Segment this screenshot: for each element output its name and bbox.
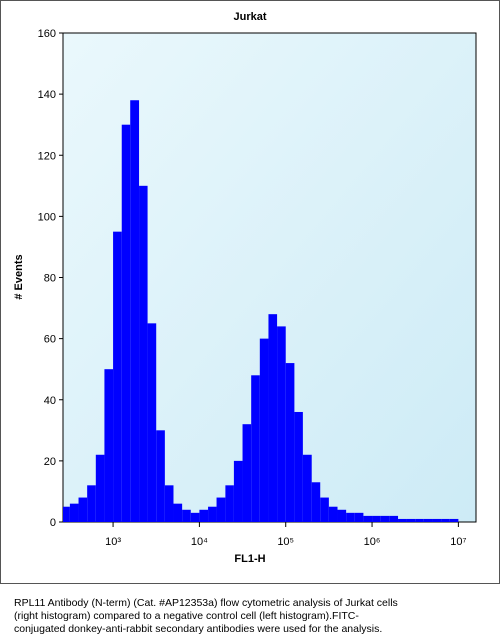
bar bbox=[242, 424, 252, 522]
bar bbox=[346, 512, 355, 522]
bar bbox=[156, 430, 165, 522]
y-tick-label: 120 bbox=[38, 150, 56, 162]
bar bbox=[285, 363, 295, 522]
bar bbox=[449, 518, 459, 522]
caption-line: RPL11 Antibody (N-term) (Cat. #AP12353a)… bbox=[14, 597, 398, 609]
bar bbox=[337, 509, 347, 522]
caption-line: conjugated donkey-anti-rabbit secondary … bbox=[14, 623, 382, 635]
bar bbox=[311, 482, 321, 522]
bar bbox=[380, 515, 390, 522]
bar bbox=[147, 323, 157, 522]
y-tick-label: 60 bbox=[44, 334, 56, 346]
bar bbox=[277, 326, 286, 522]
bar bbox=[294, 411, 303, 522]
y-axis-label: # Events bbox=[13, 254, 25, 299]
y-tick-label: 140 bbox=[38, 89, 56, 101]
bar bbox=[104, 369, 114, 522]
bar bbox=[208, 506, 217, 522]
y-tick-label: 160 bbox=[38, 28, 56, 40]
bar bbox=[363, 515, 373, 522]
bar bbox=[78, 497, 88, 522]
bar bbox=[69, 503, 79, 522]
bar bbox=[432, 518, 442, 522]
bar bbox=[113, 231, 122, 522]
bar bbox=[139, 185, 148, 522]
bar bbox=[372, 515, 381, 522]
bar bbox=[423, 518, 433, 522]
chart-title: Jurkat bbox=[233, 11, 266, 23]
bar bbox=[251, 375, 260, 522]
bar bbox=[320, 497, 329, 522]
bar bbox=[63, 506, 70, 522]
bar bbox=[130, 100, 140, 523]
y-tick-label: 80 bbox=[44, 273, 56, 285]
bar bbox=[95, 454, 105, 522]
bar bbox=[233, 460, 243, 522]
bar bbox=[441, 518, 450, 522]
x-tick-label: 10⁷ bbox=[450, 536, 466, 548]
y-tick-label: 0 bbox=[50, 517, 56, 529]
bar bbox=[173, 503, 183, 522]
bar bbox=[87, 485, 96, 522]
bar bbox=[199, 509, 209, 522]
bar bbox=[268, 314, 278, 522]
bar bbox=[216, 497, 226, 522]
bar bbox=[121, 124, 131, 522]
y-tick-label: 100 bbox=[38, 211, 56, 223]
y-tick-label: 40 bbox=[44, 395, 56, 407]
bar bbox=[190, 512, 200, 522]
bar bbox=[302, 454, 312, 522]
caption-line: (right histogram) compared to a negative… bbox=[14, 610, 359, 622]
bar bbox=[182, 509, 191, 522]
bar bbox=[225, 485, 234, 522]
bar bbox=[354, 512, 364, 522]
x-tick-label: 10⁴ bbox=[191, 536, 208, 548]
bar bbox=[398, 518, 407, 522]
bar bbox=[328, 506, 338, 522]
x-tick-label: 10⁶ bbox=[364, 536, 381, 548]
x-tick-label: 10³ bbox=[105, 536, 121, 548]
y-tick-label: 20 bbox=[44, 456, 56, 468]
bar bbox=[389, 515, 399, 522]
bar bbox=[259, 338, 269, 522]
x-tick-label: 10⁵ bbox=[277, 536, 294, 548]
bar bbox=[164, 485, 174, 522]
x-axis-label: FL1-H bbox=[234, 553, 265, 565]
bar bbox=[415, 518, 424, 522]
bar bbox=[406, 518, 416, 522]
